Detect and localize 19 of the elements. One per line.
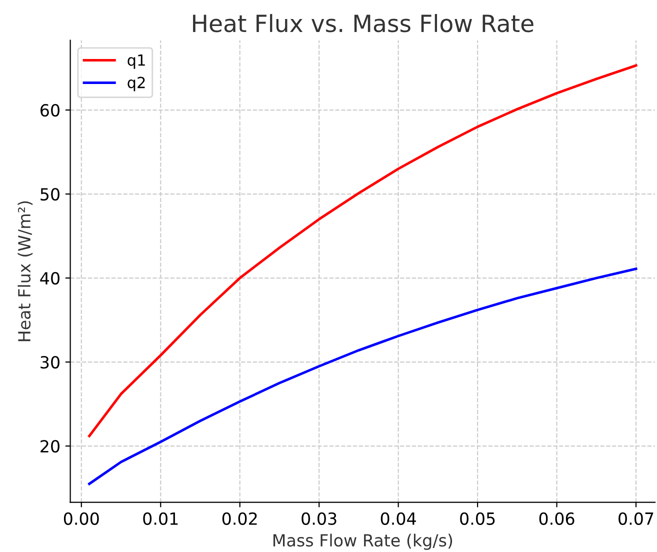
x-tick-label: 0.06 xyxy=(539,512,574,525)
x-tick-label: 0.07 xyxy=(618,512,654,525)
chart-title: Heat Flux vs. Mass Flow Rate xyxy=(193,14,534,32)
x-tick-label: 0.03 xyxy=(302,512,336,525)
y-tick-label: 50 xyxy=(40,188,60,201)
x-tick-label: 0.05 xyxy=(460,512,495,525)
y-tick-label: 60 xyxy=(40,104,60,117)
x-axis-title: Mass Flow Rate (kg/s) xyxy=(273,534,452,550)
x-tick-label: 0.01 xyxy=(143,512,178,525)
y-tick-label: 20 xyxy=(40,440,60,453)
legend-label: q2 xyxy=(128,76,145,92)
legend-label: q1 xyxy=(128,54,145,69)
x-tick-label: 0.00 xyxy=(64,512,99,525)
y-axis-title: Heat Flux (W/m²) xyxy=(18,201,33,342)
x-tick-label: 0.02 xyxy=(222,512,257,525)
x-tick-label: 0.04 xyxy=(380,512,416,525)
y-tick-label: 40 xyxy=(40,272,60,285)
line-series xyxy=(88,268,638,486)
y-tick-label: 30 xyxy=(40,356,60,369)
